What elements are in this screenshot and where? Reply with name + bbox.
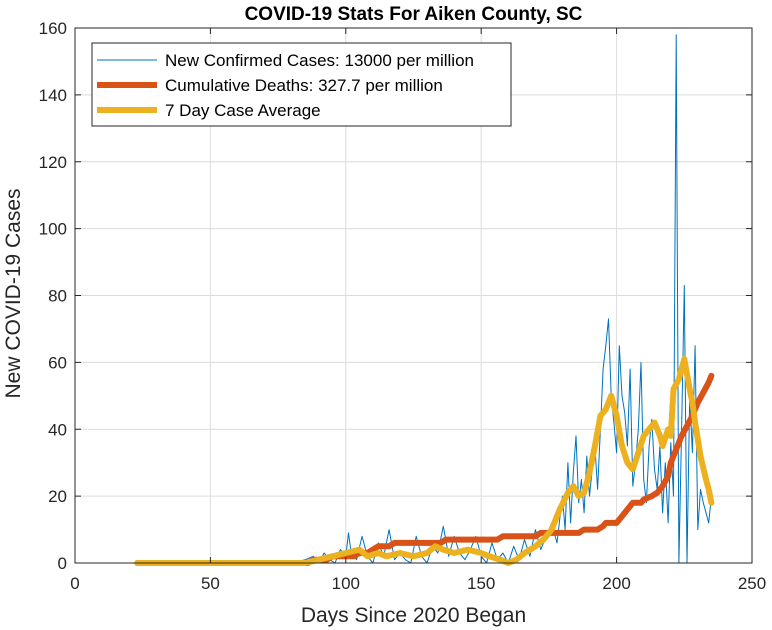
y-tick-label: 60 — [48, 353, 67, 372]
legend-label-7-day-average: 7 Day Case Average — [165, 101, 321, 120]
series-line-cumulative-deaths — [134, 372, 715, 566]
y-tick-label: 40 — [48, 420, 67, 439]
axis-ticks: 0 50 100 150 200 250 0 20 40 60 80 100 120 140 160 — [39, 19, 767, 593]
y-tick-label: 80 — [48, 287, 67, 306]
legend-box — [91, 42, 512, 127]
legend-label-new-cases: New Confirmed Cases: 13000 per million — [165, 51, 474, 70]
x-axis-label: Days Since 2020 Began — [301, 604, 526, 627]
chart-title: COVID-19 Stats For Aiken County, SC — [245, 4, 583, 25]
x-tick-label: 100 — [332, 574, 360, 593]
series-line-7-day-average — [134, 356, 715, 566]
legend: New Confirmed Cases: 13000 per million C… — [91, 42, 512, 127]
y-axis-label: New COVID-19 Cases — [2, 188, 25, 398]
y-tick-label: 140 — [39, 86, 67, 105]
y-tick-label: 0 — [58, 554, 67, 573]
x-tick-label: 150 — [467, 574, 495, 593]
legend-label-cumulative-deaths: Cumulative Deaths: 327.7 per million — [165, 76, 443, 95]
y-tick-label: 160 — [39, 19, 67, 38]
y-tick-label: 20 — [48, 487, 67, 506]
x-tick-label: 0 — [70, 574, 79, 593]
y-tick-label: 100 — [39, 220, 67, 239]
x-tick-label: 250 — [738, 574, 766, 593]
x-tick-label: 200 — [602, 574, 630, 593]
y-tick-label: 120 — [39, 153, 67, 172]
series-layer — [134, 34, 715, 566]
x-tick-label: 50 — [201, 574, 220, 593]
